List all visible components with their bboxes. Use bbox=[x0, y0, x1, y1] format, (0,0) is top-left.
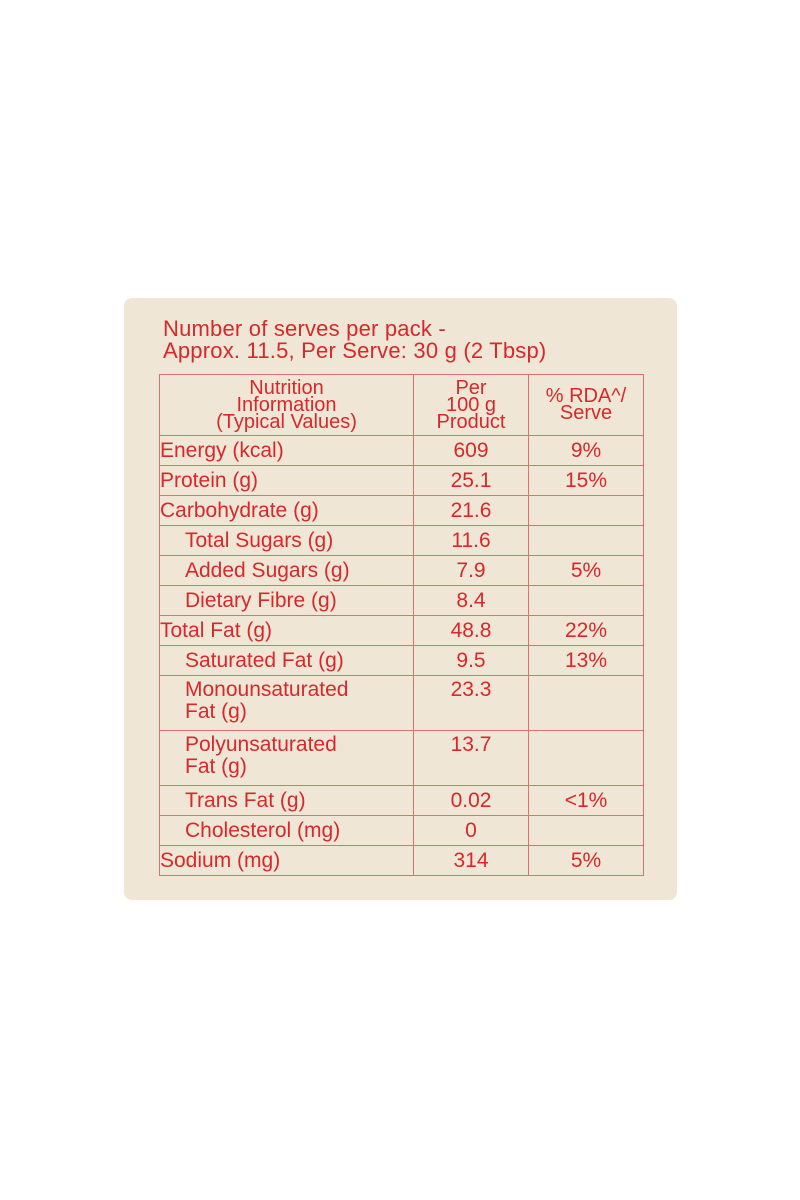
header-nutrition-information: Nutrition Information (Typical Values) bbox=[159, 374, 414, 436]
row-label-line2: Fat (g) bbox=[185, 700, 247, 723]
serves-heading-line1: Number of serves per pack - bbox=[163, 316, 446, 341]
row-label: Carbohydrate (g) bbox=[159, 495, 414, 526]
table-row-dietary-fibre: Dietary Fibre (g) 8.4 bbox=[159, 585, 644, 616]
row-label: Total Sugars (g) bbox=[159, 525, 414, 556]
row-value: 48.8 bbox=[413, 615, 529, 646]
row-rda bbox=[528, 525, 644, 556]
header-line: 100 g bbox=[445, 393, 497, 416]
row-label: Added Sugars (g) bbox=[159, 555, 414, 586]
row-rda bbox=[528, 815, 644, 846]
row-label-line1: Polyunsaturated bbox=[185, 733, 337, 756]
row-rda: <1% bbox=[528, 785, 644, 816]
row-rda bbox=[528, 585, 644, 616]
table-row-total-fat: Total Fat (g) 48.8 22% bbox=[159, 615, 644, 646]
table-row-added-sugars: Added Sugars (g) 7.9 5% bbox=[159, 555, 644, 586]
row-value: 0.02 bbox=[413, 785, 529, 816]
row-value: 21.6 bbox=[413, 495, 529, 526]
row-label: Total Fat (g) bbox=[159, 615, 414, 646]
header-per-100g: Per 100 g Product bbox=[413, 374, 529, 436]
table-row-sodium: Sodium (mg) 314 5% bbox=[159, 845, 644, 876]
table-row-protein: Protein (g) 25.1 15% bbox=[159, 465, 644, 496]
row-label: Energy (kcal) bbox=[159, 435, 414, 466]
row-value: 23.3 bbox=[413, 675, 529, 731]
serves-heading-line2: Approx. 11.5, Per Serve: 30 g (2 Tbsp) bbox=[163, 338, 547, 363]
row-rda: 22% bbox=[528, 615, 644, 646]
header-rda-per-serve: % RDA^/ Serve bbox=[528, 374, 644, 436]
row-label: Saturated Fat (g) bbox=[159, 645, 414, 676]
row-rda bbox=[528, 495, 644, 526]
nutrition-table: Nutrition Information (Typical Values) P… bbox=[159, 374, 644, 876]
table-row-carbohydrate: Carbohydrate (g) 21.6 bbox=[159, 495, 644, 526]
row-rda: 5% bbox=[528, 555, 644, 586]
row-rda: 13% bbox=[528, 645, 644, 676]
row-label: Protein (g) bbox=[159, 465, 414, 496]
table-row-saturated-fat: Saturated Fat (g) 9.5 13% bbox=[159, 645, 644, 676]
header-line: (Typical Values) bbox=[216, 410, 357, 433]
header-line: Per bbox=[455, 376, 487, 399]
table-row-polyunsaturated-fat: Polyunsaturated Fat (g) 13.7 bbox=[159, 730, 644, 786]
row-label-line1: Monounsaturated bbox=[185, 678, 349, 701]
row-label: Cholesterol (mg) bbox=[159, 815, 414, 846]
row-label: Dietary Fibre (g) bbox=[159, 585, 414, 616]
row-label: Trans Fat (g) bbox=[159, 785, 414, 816]
row-rda: 5% bbox=[528, 845, 644, 876]
row-value: 0 bbox=[413, 815, 529, 846]
row-value: 8.4 bbox=[413, 585, 529, 616]
table-row-total-sugars: Total Sugars (g) 11.6 bbox=[159, 525, 644, 556]
header-line: Nutrition bbox=[249, 376, 324, 399]
row-value: 11.6 bbox=[413, 525, 529, 556]
header-line: Serve bbox=[559, 402, 613, 424]
serves-heading: Number of serves per pack - Approx. 11.5… bbox=[163, 318, 643, 362]
row-label: Polyunsaturated Fat (g) bbox=[159, 730, 414, 786]
table-header-row: Nutrition Information (Typical Values) P… bbox=[159, 374, 644, 436]
header-line: % RDA^/ bbox=[545, 385, 627, 407]
row-rda bbox=[528, 675, 644, 731]
row-rda: 9% bbox=[528, 435, 644, 466]
row-value: 7.9 bbox=[413, 555, 529, 586]
table-row-trans-fat: Trans Fat (g) 0.02 <1% bbox=[159, 785, 644, 816]
table-row-monounsaturated-fat: Monounsaturated Fat (g) 23.3 bbox=[159, 675, 644, 731]
row-value: 13.7 bbox=[413, 730, 529, 786]
row-value: 609 bbox=[413, 435, 529, 466]
row-rda bbox=[528, 730, 644, 786]
header-line: Information bbox=[236, 393, 337, 416]
row-label: Monounsaturated Fat (g) bbox=[159, 675, 414, 731]
table-row-cholesterol: Cholesterol (mg) 0 bbox=[159, 815, 644, 846]
header-line: Product bbox=[436, 410, 506, 433]
row-value: 314 bbox=[413, 845, 529, 876]
row-rda: 15% bbox=[528, 465, 644, 496]
row-label-line2: Fat (g) bbox=[185, 755, 247, 778]
table-row-energy: Energy (kcal) 609 9% bbox=[159, 435, 644, 466]
row-value: 9.5 bbox=[413, 645, 529, 676]
row-value: 25.1 bbox=[413, 465, 529, 496]
row-label: Sodium (mg) bbox=[159, 845, 414, 876]
